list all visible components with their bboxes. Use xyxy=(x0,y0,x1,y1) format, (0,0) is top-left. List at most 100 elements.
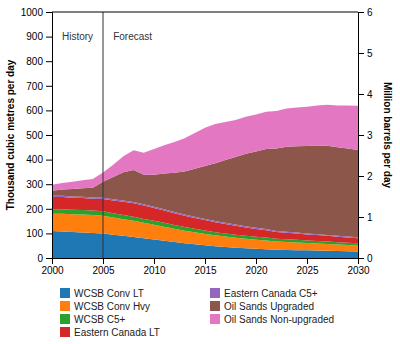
legend-item: Eastern Canada C5+ xyxy=(210,288,318,299)
tick-label: 900 xyxy=(26,31,43,42)
tick-label: 4 xyxy=(367,89,373,100)
tick-mark xyxy=(307,258,308,264)
legend-item: WCSB C5+ xyxy=(60,314,126,325)
tick-label: 2020 xyxy=(245,265,268,276)
tick-mark xyxy=(46,209,52,210)
legend-swatch xyxy=(60,314,70,324)
marks xyxy=(52,12,358,258)
legend-label: Oil Sands Upgraded xyxy=(224,301,314,312)
tick-label: 2005 xyxy=(92,265,115,276)
tick-mark xyxy=(46,160,52,161)
legend-item: Eastern Canada LT xyxy=(60,327,160,338)
tick: 2000 xyxy=(41,258,64,276)
tick: 2 xyxy=(358,171,373,182)
tick-label: 400 xyxy=(26,154,43,165)
tick-label: 6 xyxy=(367,7,373,18)
legend-item: WCSB Conv LT xyxy=(60,288,144,299)
tick-mark xyxy=(46,233,52,234)
tick-mark xyxy=(358,12,364,13)
tick: 500 xyxy=(26,130,52,141)
area-layer xyxy=(52,105,358,191)
tick-label: 600 xyxy=(26,105,43,116)
tick: 0 xyxy=(37,253,52,264)
tick: 4 xyxy=(358,89,373,100)
tick-mark xyxy=(103,258,104,264)
legend-item: Oil Sands Upgraded xyxy=(210,301,314,312)
tick-label: 2010 xyxy=(143,265,166,276)
legend-swatch xyxy=(60,327,70,337)
tick: 1 xyxy=(358,212,373,223)
tick-label: 0 xyxy=(37,253,43,264)
tick: 2020 xyxy=(245,258,268,276)
axis-line xyxy=(359,13,365,259)
tick: 800 xyxy=(26,56,52,67)
tick: 400 xyxy=(26,154,52,165)
tick-mark xyxy=(358,94,364,95)
legend-label: WCSB Conv LT xyxy=(74,288,144,299)
legend-swatch xyxy=(60,288,70,298)
legend-item: Oil Sands Non-upgraded xyxy=(210,314,334,325)
chart: 2000200520102015202020252030010020030040… xyxy=(0,0,400,344)
legend-label: Eastern Canada LT xyxy=(74,327,160,338)
legend-swatch xyxy=(210,288,220,298)
tick: 2005 xyxy=(92,258,115,276)
tick-mark xyxy=(46,184,52,185)
annotation: Forecast xyxy=(113,31,152,42)
tick-label: 2025 xyxy=(296,265,319,276)
tick-mark xyxy=(358,135,364,136)
tick: 100 xyxy=(26,228,52,239)
tick: 2025 xyxy=(296,258,319,276)
tick-label: 2000 xyxy=(41,265,64,276)
y-axis-title: Thousand cubic metres per day xyxy=(5,59,16,210)
tick-mark xyxy=(46,110,52,111)
legend-swatch xyxy=(210,314,220,324)
tick-label: 2030 xyxy=(347,265,370,276)
tick: 3 xyxy=(358,130,373,141)
tick-label: 300 xyxy=(26,179,43,190)
tick-label: 2015 xyxy=(194,265,217,276)
tick-mark xyxy=(46,86,52,87)
tick-mark xyxy=(358,176,364,177)
tick: 0 xyxy=(358,253,373,264)
tick: 300 xyxy=(26,179,52,190)
tick-mark xyxy=(46,61,52,62)
legend: WCSB Conv LT WCSB Conv Hvy WCSB C5+ Eastern… xyxy=(60,288,334,338)
tick-label: 700 xyxy=(26,81,43,92)
tick-mark xyxy=(358,217,364,218)
tick-label: 0 xyxy=(367,253,373,264)
tick-label: 3 xyxy=(367,130,373,141)
tick-label: 5 xyxy=(367,48,373,59)
legend-label: Oil Sands Non-upgraded xyxy=(224,314,334,325)
y2-axis: 0 1 2 3 4 5 6 xyxy=(358,7,373,264)
tick-mark xyxy=(46,135,52,136)
tick-label: 1000 xyxy=(21,7,44,18)
y2-axis-title: Million barrels per day xyxy=(382,82,393,189)
annotation: History xyxy=(62,31,93,42)
tick: 600 xyxy=(26,105,52,116)
tick: 2010 xyxy=(143,258,166,276)
legend-label: Eastern Canada C5+ xyxy=(224,288,318,299)
tick: 6 xyxy=(358,7,373,18)
tick-mark xyxy=(358,53,364,54)
legend-item: WCSB Conv Hvy xyxy=(60,301,150,312)
tick: 2015 xyxy=(194,258,217,276)
tick-mark xyxy=(46,12,52,13)
tick-label: 1 xyxy=(367,212,373,223)
vertical-line xyxy=(103,12,104,258)
tick-label: 2 xyxy=(367,171,373,182)
legend-label: WCSB Conv Hvy xyxy=(74,301,150,312)
tick-mark xyxy=(46,258,52,259)
axis-line xyxy=(53,259,359,265)
plot-area: 2000200520102015202020252030010020030040… xyxy=(5,7,393,276)
tick: 1000 xyxy=(21,7,52,18)
tick-label: 200 xyxy=(26,204,43,215)
tick-mark xyxy=(154,258,155,264)
y-axis: 0 100 200 300 400 500 600 700 800 900 1000 xyxy=(21,7,53,264)
frame-line xyxy=(52,12,358,13)
tick-label: 100 xyxy=(26,228,43,239)
legend-swatch xyxy=(60,301,70,311)
tick-mark xyxy=(256,258,257,264)
x-axis: 2000 2005 2010 2015 2020 2025 2030 xyxy=(41,258,370,276)
legend-swatch xyxy=(210,301,220,311)
tick-mark xyxy=(205,258,206,264)
